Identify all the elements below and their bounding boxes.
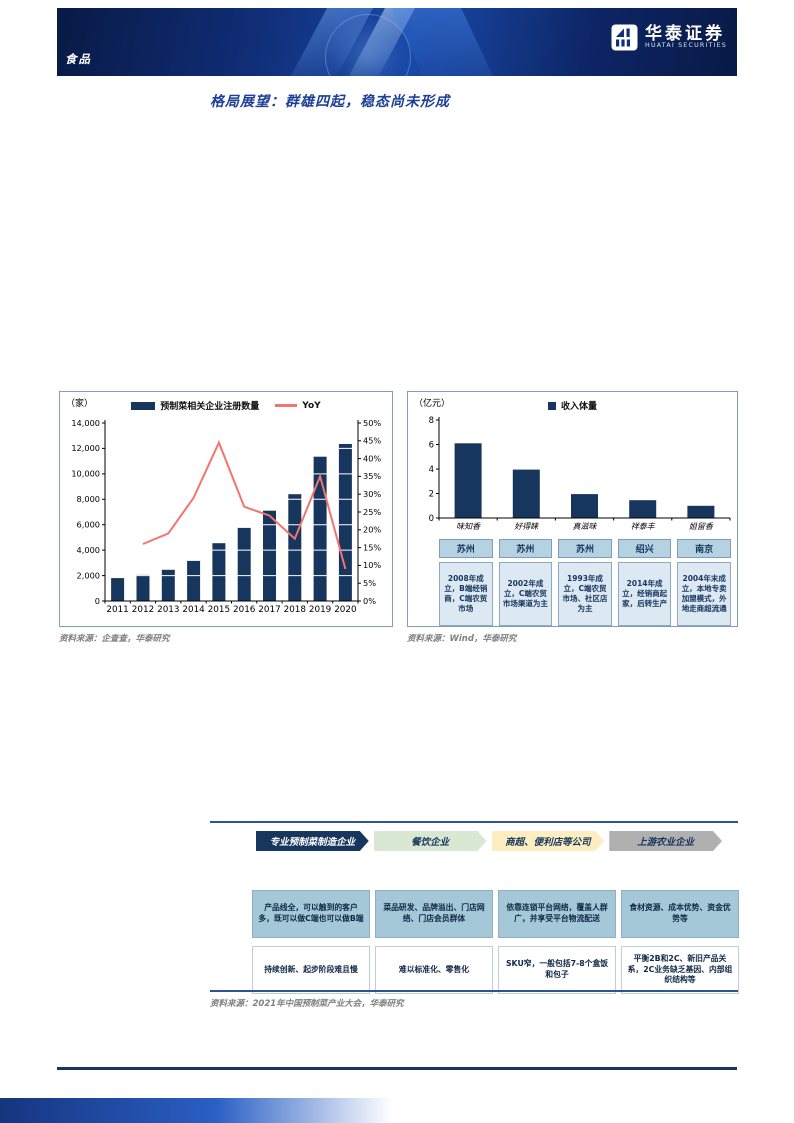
diagram-source: 资料来源：2021年中国预制菜产业大会，华泰研究 [210, 999, 404, 1009]
company-description-box: 2008年成立，B端经销商，C端农贸市场 [439, 562, 493, 626]
huatai-logo-icon [611, 24, 638, 51]
strength-cell: 菜品研发、品牌溢出、门店网络、门店会员群体 [375, 890, 493, 938]
svg-text:2,000: 2,000 [77, 570, 100, 580]
revenue-chart: 0 2 4 6 8 味知香 好得睐 真滋味 祥泰丰 姐留香 [429, 416, 731, 531]
company-city-chip: 苏州 [558, 539, 612, 558]
company-description-box: 2014年成立，经销商起家，后转生产 [617, 562, 672, 626]
svg-text:50%: 50% [363, 418, 381, 428]
svg-text:2012: 2012 [132, 605, 154, 615]
brand-name-en: HUATAI SECURITIES [645, 42, 727, 50]
company-description-row: 2008年成立，B端经销商，C端农贸市场 2002年成立，C端农贸市场渠道为主 19… [439, 562, 731, 626]
svg-text:2: 2 [429, 489, 434, 499]
line-swatch-icon [275, 404, 298, 407]
svg-text:2011: 2011 [106, 605, 128, 615]
legend-line-label: YoY [302, 400, 321, 411]
svg-text:14,000: 14,000 [71, 418, 100, 428]
svg-text:20%: 20% [363, 525, 381, 535]
registration-chart: 0 2,000 4,000 6,000 8,000 10,000 12,000 14,000 0… [71, 418, 381, 615]
svg-text:4,000: 4,000 [77, 545, 100, 555]
revenue-chart-panel: （亿元） 收入体量 0 2 4 6 8 味知香 好得睐 真滋味 祥泰丰 姐留香 苏州 苏州 苏州 绍兴南… [407, 391, 738, 627]
value-chain-arrow: 餐饮企业 [374, 831, 487, 851]
svg-text:味知香: 味知香 [456, 522, 481, 531]
svg-text:12,000: 12,000 [71, 443, 100, 453]
svg-text:2019: 2019 [309, 605, 331, 615]
weakness-cell: 持续创新、起步阶段难且慢 [252, 946, 370, 994]
header-banner: 食品 华泰证券 HUATAI SECURITIES [57, 8, 737, 76]
svg-text:8: 8 [429, 416, 434, 426]
svg-text:35%: 35% [363, 471, 381, 481]
svg-text:0: 0 [429, 514, 434, 524]
value-chain-arrow: 专业预制菜制造企业 [256, 831, 369, 851]
strength-cell: 产品线全，可以触到的客户多，既可以做C端也可以做B端 [252, 890, 370, 938]
left-chart-source: 资料来源：企查查，华泰研究 [59, 634, 170, 644]
legend-item-line: YoY [275, 400, 321, 411]
right-chart-legend: 收入体量 [408, 399, 737, 412]
svg-text:2018: 2018 [284, 605, 306, 615]
registration-chart-panel: （家） 预制菜相关企业注册数量 YoY 0 2,000 4,000 6,000 8,00… [59, 391, 393, 627]
svg-text:2015: 2015 [208, 605, 230, 615]
svg-text:6: 6 [429, 440, 434, 450]
weakness-cell: 难以标准化、零售化 [375, 946, 493, 994]
svg-text:15%: 15% [363, 542, 381, 552]
svg-text:45%: 45% [363, 436, 381, 446]
strength-cell: 食材资源、成本优势、资金优势等 [621, 890, 739, 938]
right-chart-source: 资料来源：Wind，华泰研究 [407, 634, 517, 644]
value-chain-arrows: 专业预制菜制造企业 餐饮企业 商超、便利店等公司 上游农业企业 [256, 831, 722, 851]
huatai-logo: 华泰证券 HUATAI SECURITIES [611, 24, 727, 51]
company-city-chip: 苏州 [498, 539, 553, 558]
value-chain-strengths-row: 产品线全，可以触到的客户多，既可以做C端也可以做B端 菜品研发、品牌溢出、门店网络… [252, 890, 739, 938]
legend-revenue-label: 收入体量 [560, 402, 597, 412]
company-city-chip: 苏州 [439, 539, 493, 558]
strength-cell: 依靠连锁平台网络，覆盖人群广，并享受平台物流配送 [498, 890, 616, 938]
svg-text:2013: 2013 [157, 605, 179, 615]
company-city-chip: 南京 [677, 539, 731, 558]
legend-bar-label: 预制菜相关企业注册数量 [160, 402, 260, 412]
svg-text:2016: 2016 [233, 605, 256, 615]
bar-swatch-icon [131, 401, 156, 410]
svg-text:8,000: 8,000 [77, 494, 100, 504]
right-chart-unit-label: （亿元） [414, 399, 451, 409]
value-chain-arrow: 商超、便利店等公司 [492, 831, 605, 851]
svg-text:5%: 5% [363, 578, 376, 588]
company-description-box: 2002年成立，C端农贸市场渠道为主 [498, 562, 553, 626]
company-city-chip: 绍兴 [617, 539, 672, 558]
company-description-box: 1993年成立，C端农贸市场、社区店为主 [558, 562, 612, 626]
svg-text:4: 4 [429, 465, 434, 475]
diagram-top-divider [210, 821, 738, 823]
section-title: 格局展望：群雄四起，稳态尚未形成 [210, 94, 450, 110]
svg-text:10%: 10% [363, 560, 381, 570]
square-swatch-icon [547, 401, 556, 410]
svg-text:祥泰丰: 祥泰丰 [631, 522, 656, 531]
svg-text:10,000: 10,000 [71, 469, 100, 479]
svg-text:2020: 2020 [334, 605, 357, 615]
svg-text:姐留香: 姐留香 [689, 522, 714, 531]
svg-text:30%: 30% [363, 489, 381, 499]
value-chain-weaknesses-row: 持续创新、起步阶段难且慢 难以标准化、零售化 SKU窄，一般包括7-8个盒饭和包子平… [252, 946, 739, 994]
company-description-box: 2004年末成立，本地专卖加盟模式，外地走商超流通 [677, 562, 731, 626]
legend-item-revenue: 收入体量 [547, 399, 597, 412]
footer-divider [57, 1067, 737, 1070]
left-chart-unit-label: （家） [66, 399, 94, 409]
weakness-cell: SKU窄，一般包括7-8个盒饭和包子 [498, 946, 616, 994]
svg-text:真滋味: 真滋味 [573, 522, 598, 531]
value-chain-arrow: 上游农业企业 [609, 831, 722, 851]
banner-globe-decoration [325, 14, 411, 76]
svg-text:好得睐: 好得睐 [514, 522, 539, 531]
svg-text:0%: 0% [363, 596, 376, 606]
weakness-cell: 平衡2B和2C、新旧产品关系，2C业务缺乏基因、内部组织结构等 [621, 946, 739, 994]
svg-text:2017: 2017 [258, 605, 280, 615]
svg-text:25%: 25% [363, 507, 381, 517]
svg-text:40%: 40% [363, 453, 381, 463]
footer-gradient-bar [0, 1098, 392, 1123]
brand-name-cn: 华泰证券 [645, 23, 726, 44]
industry-kicker: 食品 [65, 52, 92, 66]
svg-text:0: 0 [95, 596, 100, 606]
svg-text:2014: 2014 [182, 605, 205, 615]
svg-text:6,000: 6,000 [77, 520, 100, 530]
left-chart-legend: 预制菜相关企业注册数量 YoY [60, 399, 392, 412]
legend-item-bar: 预制菜相关企业注册数量 [131, 399, 259, 412]
diagram-bottom-divider [210, 990, 738, 992]
company-city-row: 苏州 苏州 苏州 绍兴 南京 [439, 539, 731, 558]
